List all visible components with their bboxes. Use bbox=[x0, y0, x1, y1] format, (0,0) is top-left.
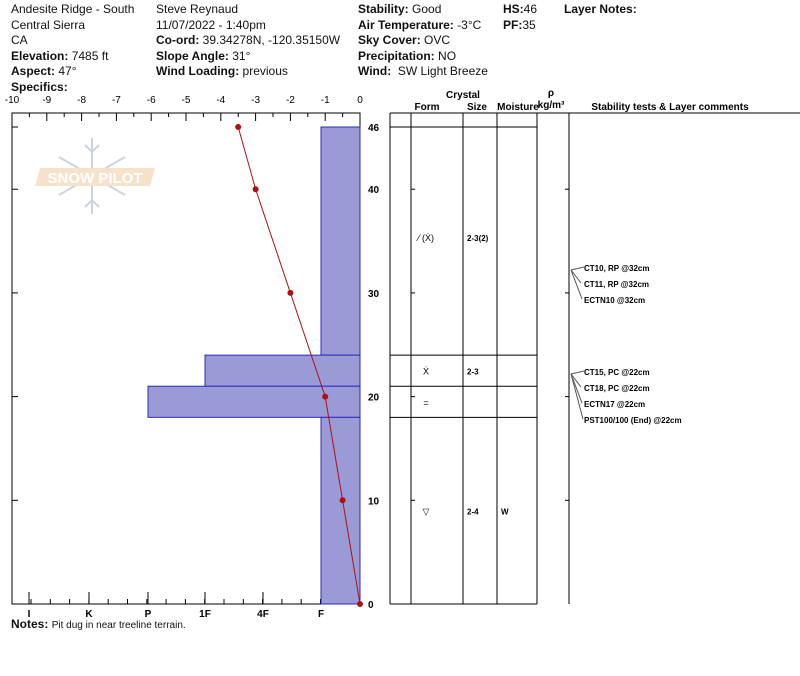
temperature-point bbox=[322, 393, 329, 400]
table-header: Moisture bbox=[497, 102, 539, 113]
depth-block: HS:46 PF:35 bbox=[503, 2, 537, 33]
temperature-point bbox=[357, 601, 363, 607]
test-arrow bbox=[570, 373, 584, 420]
elevation: Elevation: 7485 ft bbox=[11, 48, 109, 63]
temp-tick-label: -3 bbox=[251, 95, 260, 106]
test-arrow bbox=[570, 269, 583, 300]
hardness-tick-label: I bbox=[28, 609, 31, 620]
table-header: Crystal bbox=[446, 90, 480, 101]
hardness-bar bbox=[204, 354, 361, 387]
wind-loading: Wind Loading: previous bbox=[156, 64, 288, 78]
temperature-point bbox=[252, 186, 259, 193]
layer-form: Ẋ bbox=[423, 367, 429, 377]
hardness-tick-label: K bbox=[85, 609, 93, 620]
hardness-bar bbox=[320, 126, 361, 356]
conditions-block: Stability: Good Air Temperature: -3°C Sk… bbox=[358, 2, 488, 80]
hardness-tick-label: P bbox=[145, 609, 152, 620]
temp-tick-label: -8 bbox=[77, 95, 86, 106]
layer-moisture: W bbox=[501, 508, 509, 517]
test-arrow bbox=[570, 370, 585, 375]
test-arrow bbox=[570, 269, 582, 284]
hardness-bar bbox=[320, 416, 361, 605]
stability-test: CT18, PC @22cm bbox=[584, 384, 650, 393]
layer-form: = bbox=[423, 398, 428, 408]
layer-form: ⁄ (Ẋ) bbox=[416, 233, 434, 243]
wind: Wind: SW Light Breeze bbox=[358, 64, 488, 78]
test-arrow bbox=[570, 266, 585, 271]
observer-block: Steve Reynaud 11/07/2022 - 1:40pm Co-ord… bbox=[156, 2, 340, 80]
layer-size: 2-4 bbox=[467, 508, 479, 517]
temp-tick-label: -1 bbox=[321, 95, 330, 106]
precipitation: Precipitation: NO bbox=[358, 48, 457, 63]
temperature-line bbox=[237, 126, 361, 605]
stability-test: ECTN10 @32cm bbox=[584, 296, 645, 305]
layer-size: 2-3 bbox=[467, 368, 479, 377]
table-header: Stability tests & Layer comments bbox=[591, 102, 749, 113]
watermark-text: SNOW PILOT bbox=[48, 170, 143, 187]
table-header: kg/m³ bbox=[538, 100, 565, 111]
table-header: Size bbox=[467, 102, 487, 113]
sky-cover: Sky Cover: OVC bbox=[358, 33, 451, 47]
height-tick-label: 40 bbox=[368, 185, 380, 196]
slope: Slope Angle: 31° bbox=[156, 48, 251, 63]
hardness-bar bbox=[147, 385, 361, 418]
table-header: Form bbox=[415, 102, 440, 113]
layer-form: ▽ bbox=[423, 507, 430, 517]
temp-tick-label: -4 bbox=[216, 95, 225, 106]
height-tick-label: 0 bbox=[368, 600, 374, 611]
aspect: Aspect: 47° bbox=[11, 64, 77, 78]
datetime: 11/07/2022 - 1:40pm bbox=[156, 17, 266, 32]
layer-size: 2-3(2) bbox=[467, 234, 489, 243]
height-tick-label: 10 bbox=[368, 496, 380, 507]
temp-tick-label: -5 bbox=[182, 95, 191, 106]
test-arrow bbox=[570, 373, 582, 388]
height-tick-label: 46 bbox=[368, 123, 380, 134]
test-arrow bbox=[570, 373, 583, 404]
stability: Stability: Good bbox=[358, 2, 442, 16]
notes: Notes: Pit dug in near treeline terrain. bbox=[11, 617, 186, 631]
air-temp: Air Temperature: -3°C bbox=[358, 17, 482, 32]
stability-test: CT11, RP @32cm bbox=[584, 280, 649, 289]
temp-tick-label: -2 bbox=[286, 95, 295, 106]
height-tick-label: 30 bbox=[368, 289, 380, 300]
table-header: ρ bbox=[548, 88, 554, 99]
temp-tick-label: -10 bbox=[5, 95, 20, 106]
hardness-tick-label: 4F bbox=[257, 609, 269, 620]
hardness-tick-label: 1F bbox=[199, 609, 211, 620]
state: CA bbox=[11, 33, 28, 47]
observer: Steve Reynaud bbox=[156, 2, 239, 16]
temp-tick-label: 0 bbox=[357, 95, 363, 106]
temperature-point bbox=[235, 124, 242, 130]
stability-test: PST100/100 (End) @22cm bbox=[584, 416, 682, 425]
stability-test: CT10, RP @32cm bbox=[584, 264, 649, 273]
stability-test: ECTN17 @22cm bbox=[584, 400, 645, 409]
hardness-tick-label: F bbox=[318, 609, 324, 620]
snow-pilot-watermark: SNOW PILOT bbox=[35, 138, 155, 214]
temperature-point bbox=[287, 289, 294, 296]
hs: HS:46 bbox=[503, 2, 538, 16]
temp-tick-label: -7 bbox=[112, 95, 121, 106]
location: Andesite Ridge - South bbox=[11, 2, 135, 16]
pf: PF:35 bbox=[503, 17, 536, 32]
coord: Co-ord: 39.34278N, -120.35150W bbox=[156, 33, 341, 47]
layer-notes-label: Layer Notes: bbox=[564, 2, 637, 16]
region: Central Sierra bbox=[11, 17, 86, 32]
specifics: Specifics: bbox=[11, 79, 68, 94]
stability-test: CT15, PC @22cm bbox=[584, 368, 650, 377]
height-tick-label: 20 bbox=[368, 393, 380, 404]
temp-tick-label: -6 bbox=[147, 95, 156, 106]
temp-tick-label: -9 bbox=[42, 95, 51, 106]
temperature-point bbox=[339, 497, 346, 504]
location-block: Andesite Ridge - South Central Sierra CA… bbox=[11, 2, 134, 95]
